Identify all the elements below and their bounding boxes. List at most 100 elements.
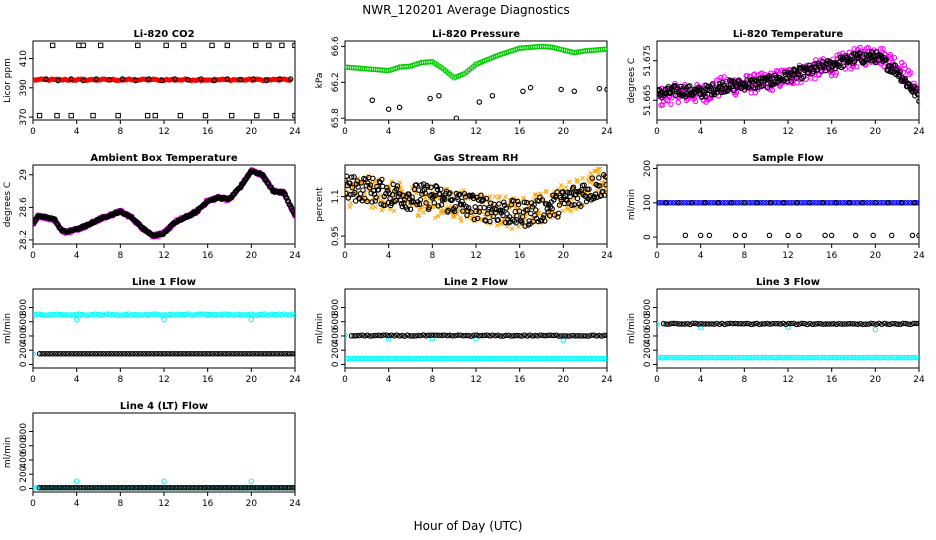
data-point — [241, 484, 248, 491]
x-tick-label: 24 — [601, 127, 613, 137]
data-point — [386, 332, 392, 339]
data-point — [727, 320, 733, 327]
x-tick-label: 16 — [826, 375, 838, 385]
data-point — [860, 321, 866, 328]
data-point — [733, 354, 739, 361]
data-point — [391, 355, 397, 362]
x-tick-label: 16 — [826, 251, 838, 261]
data-point — [209, 42, 215, 49]
data-point — [716, 321, 723, 327]
series-green — [345, 43, 607, 81]
data-point — [364, 198, 370, 205]
x-tick-label: 4 — [74, 499, 80, 509]
data-point — [702, 93, 709, 100]
data-point — [161, 351, 168, 357]
data-point — [604, 332, 607, 339]
data-point — [508, 333, 514, 339]
data-point — [833, 321, 840, 328]
data-point — [145, 484, 152, 491]
data-point — [745, 320, 752, 327]
data-point — [533, 355, 539, 362]
data-point — [580, 175, 585, 181]
data-point — [278, 484, 285, 491]
data-point — [417, 208, 422, 213]
data-point — [191, 351, 197, 357]
data-point — [842, 354, 849, 361]
x-tick-label: 24 — [913, 251, 925, 261]
data-point — [820, 354, 827, 361]
series-black — [657, 49, 919, 104]
data-point — [175, 351, 181, 357]
data-point — [489, 355, 496, 362]
data-point — [394, 183, 401, 189]
data-point — [520, 88, 526, 95]
data-point — [435, 203, 442, 209]
data-point — [859, 200, 865, 206]
data-point — [595, 166, 601, 172]
data-point — [790, 72, 796, 78]
data-point — [766, 73, 772, 79]
data-point — [566, 355, 572, 362]
data-point — [730, 200, 737, 206]
data-point — [212, 351, 218, 357]
data-point — [847, 320, 853, 327]
data-point — [345, 332, 348, 339]
data-point — [673, 200, 679, 206]
data-point — [412, 333, 419, 339]
data-point — [668, 320, 675, 327]
data-point — [224, 311, 230, 318]
data-point — [377, 192, 383, 198]
data-point — [590, 332, 597, 338]
x-tick-label: 12 — [470, 375, 481, 385]
data-point — [865, 321, 872, 327]
data-point — [769, 320, 776, 327]
data-point — [148, 484, 155, 491]
x-tick-label: 24 — [289, 127, 301, 137]
data-point — [54, 112, 60, 119]
data-point — [84, 312, 91, 318]
data-point — [852, 321, 858, 327]
data-point — [292, 42, 295, 49]
x-tick-label: 20 — [246, 251, 258, 261]
data-point — [751, 321, 757, 327]
panel-title: Li-820 Pressure — [432, 29, 520, 40]
x-tick-label: 0 — [654, 251, 660, 261]
data-point — [436, 332, 443, 339]
data-point — [563, 196, 569, 203]
data-point — [844, 54, 850, 60]
x-tick-label: 12 — [782, 251, 793, 261]
data-point — [204, 484, 210, 491]
data-point — [270, 311, 276, 318]
data-point — [579, 355, 586, 362]
data-point — [826, 200, 832, 206]
x-tick-label: 20 — [558, 375, 570, 385]
data-point — [790, 200, 797, 206]
data-point — [291, 210, 295, 217]
data-point — [764, 320, 771, 327]
data-point — [828, 232, 835, 239]
data-point — [33, 311, 36, 318]
data-point — [823, 354, 829, 361]
data-point — [505, 355, 512, 362]
data-point — [897, 321, 904, 328]
data-point — [732, 320, 739, 327]
data-point — [598, 333, 605, 339]
data-point — [679, 321, 685, 327]
data-point — [212, 484, 218, 491]
data-point — [779, 354, 786, 361]
data-point — [892, 62, 899, 69]
data-point — [484, 332, 491, 338]
data-point — [224, 76, 231, 82]
data-point — [872, 200, 879, 206]
data-point — [209, 351, 216, 357]
data-point — [193, 484, 200, 491]
data-point — [868, 320, 874, 327]
data-point — [828, 354, 835, 361]
data-point — [387, 195, 393, 201]
plot-area — [345, 43, 607, 120]
data-point — [519, 219, 525, 225]
data-point — [247, 351, 253, 357]
data-point — [689, 200, 695, 206]
data-point — [478, 192, 484, 198]
data-point — [191, 484, 197, 491]
